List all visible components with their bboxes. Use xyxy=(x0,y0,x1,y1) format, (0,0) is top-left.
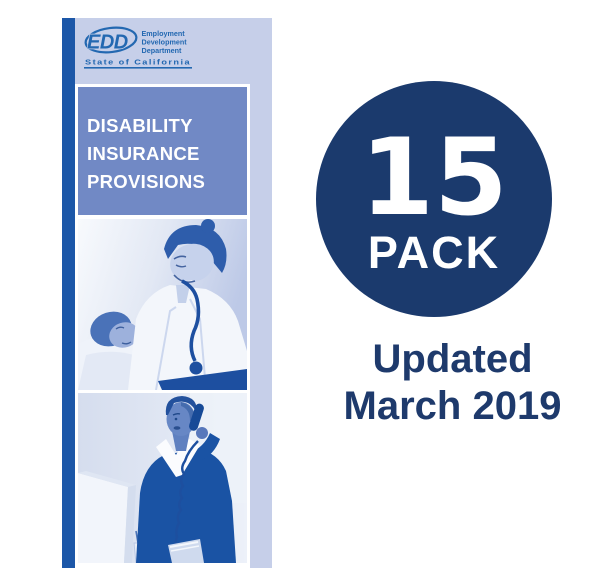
edd-logo: EDD Employment Development Department St… xyxy=(84,26,192,69)
pack-count: 15 xyxy=(360,116,508,240)
edd-logo-dept-line-1: Employment xyxy=(142,29,186,38)
brochure-spine xyxy=(62,18,75,568)
edd-logo-state-line: State of California xyxy=(85,58,191,67)
woman-figure xyxy=(136,396,236,563)
computer-monitor xyxy=(78,471,136,563)
brochure-title-line-3: PROVISIONS xyxy=(87,171,206,192)
doctor-with-patient-photo xyxy=(78,219,247,390)
businesswoman-on-phone-photo xyxy=(78,393,247,563)
brochure-title-line-2: INSURANCE xyxy=(87,143,200,164)
edd-logo-dept-line-3: Department xyxy=(142,46,183,55)
edd-logo-swoosh xyxy=(84,26,138,54)
edd-logo-dept-line-2: Development xyxy=(142,38,188,47)
edd-logo-acronym: EDD xyxy=(87,32,128,54)
brochure-cover: EDD Employment Development Department St… xyxy=(62,18,272,568)
telephone-handset xyxy=(173,403,208,562)
stethoscope xyxy=(181,279,203,375)
update-note-line-2: March 2019 xyxy=(343,384,562,428)
cover-content-column: DISABILITY INSURANCE PROVISIONS xyxy=(75,84,250,568)
phone-cord xyxy=(173,440,199,562)
papers-in-hand xyxy=(168,539,204,563)
update-note: Updated March 2019 xyxy=(330,336,575,430)
doctor-figure xyxy=(128,219,247,390)
brochure-title-line-1: DISABILITY xyxy=(87,115,193,136)
clipboard-shape xyxy=(158,369,247,390)
update-note-line-1: Updated xyxy=(372,337,533,381)
pack-count-badge: 15 PACK xyxy=(316,81,552,317)
edd-logo-underline xyxy=(84,67,192,69)
brochure-title-box: DISABILITY INSURANCE PROVISIONS xyxy=(78,87,247,215)
pack-label: PACK xyxy=(367,226,501,278)
brochure-front-panel: EDD Employment Development Department St… xyxy=(75,18,272,568)
